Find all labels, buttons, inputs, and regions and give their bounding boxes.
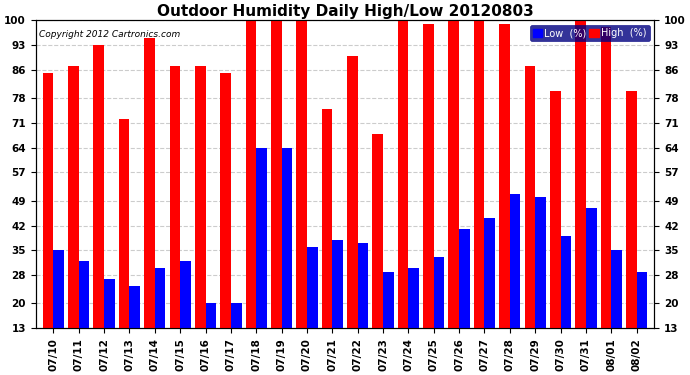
Bar xyxy=(68,66,79,328)
Bar xyxy=(626,91,637,328)
Bar xyxy=(600,27,611,328)
Bar xyxy=(484,219,495,328)
Bar xyxy=(296,20,307,328)
Bar xyxy=(93,45,104,328)
Bar xyxy=(144,38,155,328)
Bar xyxy=(423,24,434,328)
Bar xyxy=(347,56,357,328)
Bar xyxy=(180,261,191,328)
Bar xyxy=(130,286,140,328)
Bar xyxy=(282,148,293,328)
Text: Copyright 2012 Cartronics.com: Copyright 2012 Cartronics.com xyxy=(39,30,180,39)
Bar xyxy=(53,250,64,328)
Bar xyxy=(322,109,333,328)
Bar xyxy=(575,20,586,328)
Bar xyxy=(510,194,520,328)
Bar xyxy=(231,303,241,328)
Bar xyxy=(307,247,317,328)
Bar xyxy=(79,261,90,328)
Bar xyxy=(333,240,343,328)
Legend: Low  (%), High  (%): Low (%), High (%) xyxy=(530,25,649,41)
Bar xyxy=(611,250,622,328)
Bar xyxy=(448,20,459,328)
Bar xyxy=(637,272,647,328)
Bar xyxy=(357,243,368,328)
Bar xyxy=(43,74,53,328)
Bar xyxy=(459,229,470,328)
Bar xyxy=(271,20,282,328)
Bar xyxy=(155,268,166,328)
Bar xyxy=(535,197,546,328)
Bar xyxy=(474,20,484,328)
Bar xyxy=(397,20,408,328)
Bar xyxy=(586,208,597,328)
Bar xyxy=(524,66,535,328)
Bar xyxy=(104,279,115,328)
Bar xyxy=(206,303,216,328)
Bar xyxy=(195,66,206,328)
Bar xyxy=(499,24,510,328)
Bar xyxy=(220,74,231,328)
Bar xyxy=(373,134,383,328)
Bar xyxy=(170,66,180,328)
Bar xyxy=(119,119,130,328)
Bar xyxy=(256,148,267,328)
Bar xyxy=(383,272,394,328)
Bar xyxy=(246,20,256,328)
Bar xyxy=(560,236,571,328)
Bar xyxy=(408,268,419,328)
Bar xyxy=(434,257,444,328)
Title: Outdoor Humidity Daily High/Low 20120803: Outdoor Humidity Daily High/Low 20120803 xyxy=(157,4,533,19)
Bar xyxy=(550,91,560,328)
